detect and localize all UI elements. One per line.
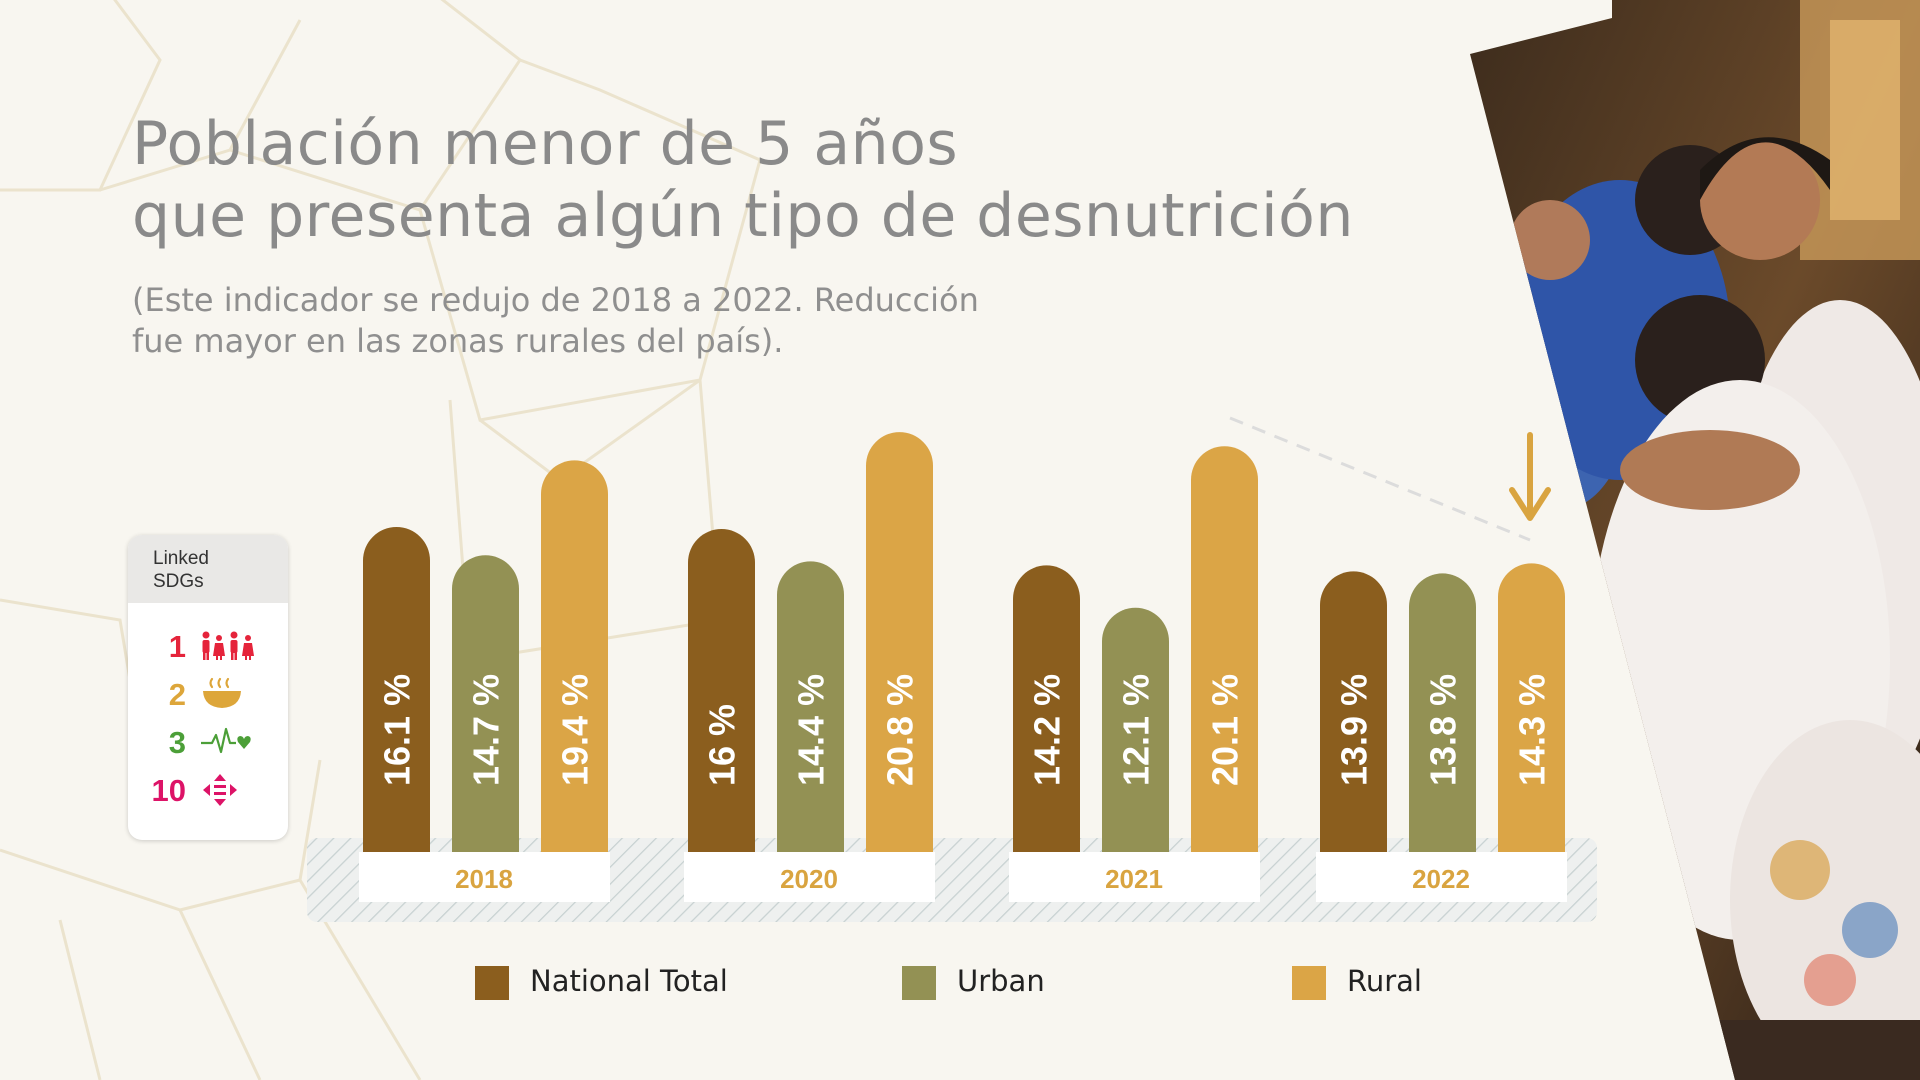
year-label-box-2021 (1009, 852, 1260, 902)
sdg-number: 1 (168, 629, 186, 664)
bar-national-total-2020 (688, 529, 755, 852)
x-tick-label-2020: 2020 (780, 864, 838, 894)
sdg-number: 3 (168, 725, 186, 760)
heartbeat-icon (201, 727, 251, 754)
data-label-urban-2018: 14.7 % (466, 674, 507, 786)
bar-rural-2020 (866, 432, 933, 852)
sdg-item-1: 1 (128, 625, 288, 669)
food-bowl-icon (203, 677, 241, 708)
trend-arrow-icon (1509, 432, 1551, 521)
subtitle-line-2: fue mayor en las zonas rurales del país)… (132, 322, 784, 360)
data-label-national-total-2021: 14.2 % (1027, 674, 1068, 786)
data-label-urban-2022: 13.8 % (1423, 674, 1464, 786)
title-line-1: Población menor de 5 años (132, 109, 959, 179)
data-label-rural-2022: 14.3 % (1512, 674, 1553, 786)
data-label-rural-2020: 20.8 % (880, 674, 921, 786)
subtitle-line-1: (Este indicador se redujo de 2018 a 2022… (132, 281, 979, 319)
data-label-national-total-2022: 13.9 % (1334, 674, 1375, 786)
x-tick-label-2021: 2021 (1105, 864, 1163, 894)
data-label-national-total-2018: 16.1 % (377, 674, 418, 786)
bar-urban-2020 (777, 561, 844, 852)
page-subtitle: (Este indicador se redujo de 2018 a 2022… (132, 280, 979, 362)
title-line-2: que presenta algún tipo de desnutrición (132, 181, 1354, 251)
page-title: Población menor de 5 años que presenta a… (132, 108, 1354, 252)
chart-baseline-band (307, 838, 1597, 922)
year-label-box-2022 (1316, 852, 1567, 902)
legend-swatch (902, 966, 936, 1000)
data-label-national-total-2020: 16 % (702, 704, 743, 786)
bar-urban-2021 (1102, 607, 1169, 852)
data-label-urban-2020: 14.4 % (791, 674, 832, 786)
sdg-item-3: 3 (128, 721, 288, 765)
legend-label: Urban (957, 964, 1045, 998)
sdg-number: 2 (168, 677, 186, 712)
x-tick-label-2022: 2022 (1412, 864, 1470, 894)
data-label-rural-2018: 19.4 % (555, 674, 596, 786)
bar-urban-2018 (451, 555, 519, 852)
bar-national-total-2018 (363, 527, 430, 852)
family-icon (202, 631, 254, 660)
bar-rural-2022 (1497, 563, 1565, 852)
bar-rural-2021 (1191, 446, 1258, 852)
sdg-item-10: 10 (128, 769, 288, 813)
sdg-item-2: 2 (128, 673, 288, 717)
year-label-box-2020 (684, 852, 935, 902)
linked-sdgs-card: Linked SDGs 1 2 3 10 (128, 535, 288, 840)
bar-national-total-2022 (1320, 571, 1387, 852)
linked-sdgs-heading: Linked SDGs (128, 535, 288, 603)
x-tick-label-2018: 2018 (455, 864, 513, 894)
data-label-urban-2021: 12.1 % (1116, 674, 1157, 786)
legend-label: Rural (1347, 964, 1422, 998)
sdg-number: 10 (151, 773, 186, 808)
legend-swatch (475, 966, 509, 1000)
bar-urban-2022 (1409, 573, 1476, 852)
legend-label: National Total (530, 964, 728, 998)
reduced-inequalities-icon (203, 774, 237, 806)
trend-dashed-line (1229, 416, 1531, 542)
year-label-box-2018 (359, 852, 610, 902)
bar-national-total-2021 (1013, 565, 1080, 852)
legend-swatch (1292, 966, 1326, 1000)
data-label-rural-2021: 20.1 % (1205, 674, 1246, 786)
bar-rural-2018 (541, 460, 608, 852)
